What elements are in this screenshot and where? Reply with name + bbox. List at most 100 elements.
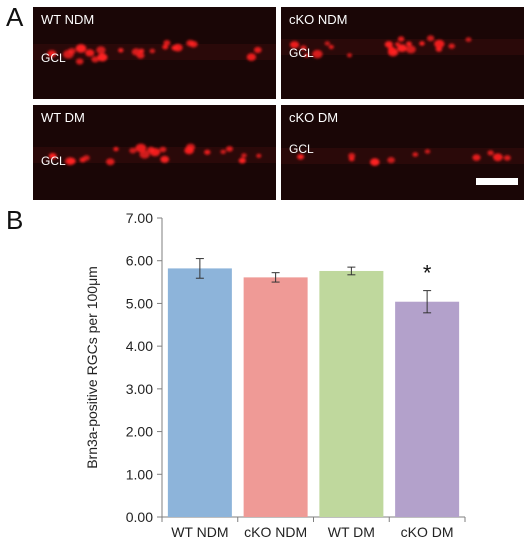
rgc-cell	[173, 43, 183, 52]
y-tick-label: 4.00	[126, 338, 153, 354]
rgc-cell	[289, 41, 300, 49]
rgc-cell	[149, 48, 156, 54]
x-tick-label: cKO NDM	[244, 524, 307, 540]
rgc-cell	[162, 44, 169, 50]
rgc-cell	[163, 40, 171, 46]
rgc-cell	[136, 52, 145, 59]
rgc-cell	[256, 153, 262, 158]
rgc-cell	[426, 35, 435, 42]
rgc-cell	[159, 146, 167, 153]
rgc-cell	[434, 39, 445, 49]
y-tick-label: 1.00	[126, 466, 153, 482]
x-tick-label: WT DM	[328, 524, 375, 540]
rgc-cell	[405, 45, 416, 54]
rgc-cell	[348, 152, 356, 159]
rgc-cell	[312, 49, 323, 59]
micrograph-panel: WT NDM GCL cKO NDM GCL WT DM GCL cKO DM GCL	[33, 7, 524, 200]
rgc-cell	[129, 147, 137, 154]
y-tick-label: 6.00	[126, 253, 153, 269]
rgc-cell	[160, 155, 170, 163]
rgc-cell	[472, 154, 481, 161]
gcl-label: GCL	[289, 142, 314, 156]
gcl-label: GCL	[41, 51, 66, 65]
tile-label: cKO NDM	[289, 12, 348, 27]
rgc-cell	[406, 41, 412, 47]
rgc-cell	[424, 149, 431, 154]
x-tick-label: cKO DM	[401, 524, 454, 540]
rgc-cell	[135, 143, 147, 153]
rgc-cell	[226, 146, 233, 152]
rgc-cell	[67, 157, 76, 165]
rgc-cell	[48, 153, 57, 160]
bar	[319, 270, 384, 517]
rgc-cell	[253, 46, 262, 54]
rgc-cell	[96, 46, 106, 54]
rgc-cell	[91, 56, 100, 63]
rgc-cell	[204, 149, 211, 155]
rgc-cell	[328, 44, 334, 50]
tile-label: cKO DM	[289, 110, 338, 125]
y-tick-label: 0.00	[126, 509, 153, 525]
rgc-cell	[412, 152, 419, 157]
rgc-cell	[487, 150, 494, 156]
cell-group	[289, 35, 472, 59]
cell-group	[48, 143, 262, 166]
rgc-cell	[465, 37, 472, 42]
rgc-cell	[387, 48, 399, 57]
y-tick-label: 5.00	[126, 295, 153, 311]
rgc-cell	[75, 58, 84, 65]
rgc-cell	[85, 49, 95, 57]
rgc-cell	[448, 43, 456, 49]
rgc-cell	[97, 53, 108, 62]
rgc-cell	[384, 41, 393, 48]
rgc-cell	[139, 150, 150, 159]
rgc-cell	[106, 158, 115, 166]
significance-marker: *	[423, 261, 432, 286]
gcl-label: GCL	[41, 154, 66, 168]
rgc-cell	[220, 149, 226, 154]
y-axis-title: Brn3a-positive RGCs per 100μm	[84, 266, 100, 469]
rgc-cell	[324, 41, 330, 46]
rgc-cell	[186, 143, 196, 151]
bar-chart: 0.00 1.00 2.00 3.00 4.00 5.00 6.00 7.00 Brn3a-po…	[84, 210, 466, 540]
rgc-cell	[503, 155, 511, 161]
bar	[243, 277, 308, 517]
panel-a-label: A	[6, 2, 24, 32]
rgc-cell	[189, 40, 198, 48]
rgc-cell	[246, 53, 257, 61]
rgc-cell	[79, 157, 86, 163]
rgc-cell	[370, 158, 380, 166]
rgc-cell	[118, 48, 124, 53]
tile-label: WT DM	[41, 110, 85, 125]
rgc-cell	[347, 53, 352, 58]
rgc-cell	[493, 153, 503, 162]
rgc-cell	[238, 157, 246, 164]
rgc-cell	[397, 36, 405, 42]
rgc-cell	[387, 157, 395, 164]
rgc-cell	[297, 154, 305, 160]
rgc-cell	[75, 44, 87, 53]
gcl-label: GCL	[289, 46, 314, 60]
rgc-cell	[241, 153, 247, 158]
y-tick-label: 3.00	[126, 381, 153, 397]
rgc-cell	[397, 44, 407, 52]
tile-label: WT NDM	[41, 12, 94, 27]
rgc-cell	[348, 156, 355, 162]
tissue-band	[281, 148, 524, 164]
rgc-cell	[68, 48, 76, 55]
bar	[167, 268, 232, 517]
rgc-cell	[147, 146, 155, 153]
scale-bar	[476, 178, 518, 185]
bar	[395, 301, 460, 517]
y-tick-label: 7.00	[126, 210, 153, 226]
cell-group	[297, 149, 511, 166]
rgc-cell	[47, 50, 57, 58]
rgc-cell	[303, 53, 310, 58]
rgc-cell	[113, 147, 119, 152]
cell-group	[47, 39, 262, 65]
panel-b-label: B	[6, 205, 24, 235]
rgc-cell	[300, 45, 307, 51]
x-tick-label: WT NDM	[171, 524, 228, 540]
y-tick-label: 2.00	[126, 424, 153, 440]
rgc-cell	[419, 41, 425, 46]
